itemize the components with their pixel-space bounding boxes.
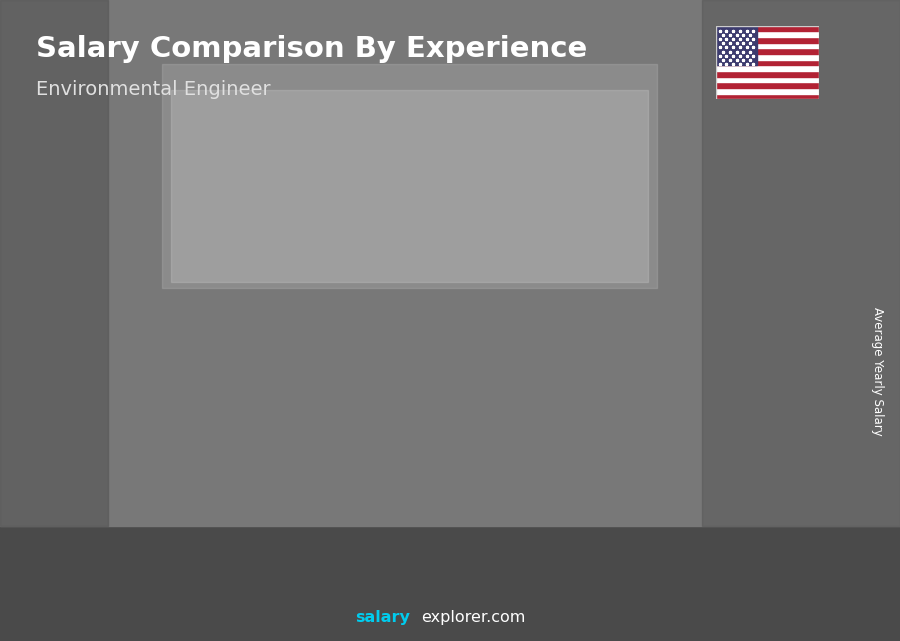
Bar xyxy=(339,374,348,564)
Text: +30%: +30% xyxy=(286,305,346,324)
Text: explorer.com: explorer.com xyxy=(421,610,526,625)
Text: +5%: +5% xyxy=(678,230,725,249)
Bar xyxy=(0,0,108,526)
Text: 125,000 USD: 125,000 USD xyxy=(721,311,804,324)
Text: 69,100 USD: 69,100 USD xyxy=(212,429,286,442)
Bar xyxy=(468,328,543,333)
Bar xyxy=(91,455,158,564)
Bar xyxy=(91,460,96,553)
Text: Environmental Engineer: Environmental Engineer xyxy=(36,80,271,99)
Bar xyxy=(468,333,476,564)
Text: Salary Comparison By Experience: Salary Comparison By Experience xyxy=(36,35,587,63)
Bar xyxy=(716,88,819,94)
Bar xyxy=(716,26,819,31)
Bar xyxy=(596,307,671,312)
Bar xyxy=(716,48,819,54)
Bar xyxy=(716,82,819,88)
Bar xyxy=(716,60,819,65)
Bar xyxy=(0,0,900,526)
Bar xyxy=(162,64,657,288)
Bar xyxy=(220,417,286,564)
Bar xyxy=(605,312,671,564)
Text: salary: salary xyxy=(356,610,410,625)
Bar xyxy=(476,333,543,564)
Text: 109,000 USD: 109,000 USD xyxy=(464,345,546,358)
Bar xyxy=(716,37,819,43)
Bar xyxy=(211,417,220,564)
Bar xyxy=(476,344,482,541)
Bar xyxy=(716,71,819,77)
Bar xyxy=(716,94,819,99)
Bar xyxy=(716,54,819,60)
Bar xyxy=(220,425,225,549)
Bar xyxy=(348,383,354,545)
Bar xyxy=(348,374,415,564)
Bar xyxy=(716,65,819,71)
Text: +21%: +21% xyxy=(414,264,474,283)
Bar xyxy=(83,450,158,455)
Text: +34%: +34% xyxy=(158,349,218,367)
Bar xyxy=(83,455,91,564)
Text: 51,500 USD: 51,500 USD xyxy=(83,467,158,479)
Bar xyxy=(0,526,900,641)
Bar xyxy=(716,26,757,65)
Bar xyxy=(702,0,900,526)
Bar xyxy=(716,31,819,37)
Bar xyxy=(716,43,819,48)
Bar xyxy=(211,413,286,417)
Text: +9%: +9% xyxy=(549,243,597,262)
Bar xyxy=(339,369,415,374)
Bar xyxy=(605,324,610,539)
Bar xyxy=(596,312,605,564)
Bar xyxy=(171,90,648,282)
Text: 89,700 USD: 89,700 USD xyxy=(339,386,414,399)
Bar xyxy=(733,299,800,564)
Bar xyxy=(724,294,800,299)
Bar xyxy=(716,77,819,82)
Bar xyxy=(733,312,738,538)
Bar xyxy=(724,299,733,564)
Text: 119,000 USD: 119,000 USD xyxy=(592,324,675,337)
Text: Average Yearly Salary: Average Yearly Salary xyxy=(871,308,884,436)
